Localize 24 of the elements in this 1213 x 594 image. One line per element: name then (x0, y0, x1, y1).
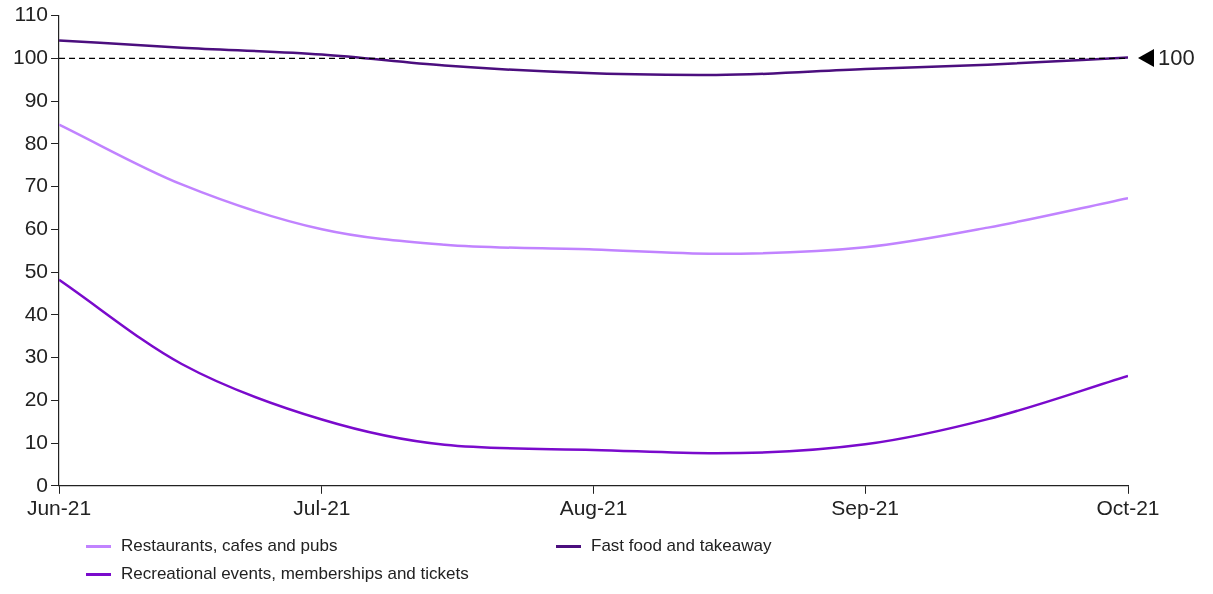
legend-label: Restaurants, cafes and pubs (121, 536, 338, 556)
y-tick-label: 20 (24, 387, 49, 411)
legend-label: Recreational events, memberships and tickets (121, 564, 469, 584)
x-tick-label: Jul-21 (293, 496, 351, 520)
y-tick-label: 0 (36, 472, 49, 496)
line-series (59, 123, 1128, 255)
legend-label: Fast food and takeaway (591, 536, 772, 556)
y-tick-label: 50 (24, 258, 49, 282)
x-tick-label: Aug-21 (559, 496, 628, 520)
y-tick-label: 40 (24, 301, 49, 325)
y-tick-label: 30 (24, 344, 49, 368)
y-tick-label: 80 (24, 130, 49, 154)
x-tick-label: Jun-21 (26, 496, 92, 520)
x-tick-label: Oct-21 (1096, 496, 1160, 520)
y-tick-label: 10 (24, 429, 49, 453)
y-tick-label: 100 (12, 45, 49, 69)
ref-line-label: 100 (1158, 45, 1195, 71)
line-series (59, 39, 1128, 77)
line-series (59, 278, 1128, 455)
y-tick-label: 70 (24, 173, 49, 197)
y-tick-label: 110 (14, 2, 49, 26)
y-tick-label: 90 (24, 87, 49, 111)
y-tick-label: 60 (24, 216, 49, 240)
x-tick-label: Sep-21 (831, 496, 899, 520)
